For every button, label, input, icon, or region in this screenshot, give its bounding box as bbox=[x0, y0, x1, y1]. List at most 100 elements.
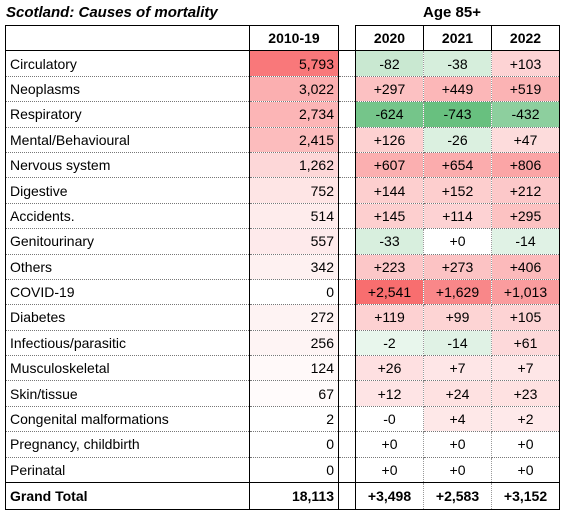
change-2021: +273 bbox=[423, 254, 492, 280]
change-2020: +126 bbox=[355, 127, 424, 153]
change-2020: +26 bbox=[355, 355, 424, 382]
spacer-cell bbox=[338, 50, 356, 77]
cause-name: COVID-19 bbox=[5, 279, 250, 306]
base-value: 2,734 bbox=[249, 101, 339, 128]
spacer-cell bbox=[338, 177, 356, 204]
change-2022: -432 bbox=[491, 101, 560, 128]
spacer-cell bbox=[338, 355, 356, 382]
table-row: Congenital malformations 2 -0 +4 +2 bbox=[5, 406, 560, 433]
spacer-cell bbox=[338, 457, 356, 484]
base-value: 514 bbox=[249, 203, 339, 230]
change-2020: -82 bbox=[355, 50, 424, 77]
spacer-cell bbox=[338, 406, 356, 433]
cause-name: Infectious/parasitic bbox=[5, 330, 250, 357]
header-base-period: 2010-19 bbox=[249, 24, 339, 52]
cause-name: Mental/Behavioural bbox=[5, 127, 250, 153]
change-2021: +1,629 bbox=[423, 279, 492, 306]
base-value: 1,262 bbox=[249, 152, 339, 179]
change-2021: +0 bbox=[423, 228, 492, 255]
cause-name: Diabetes bbox=[5, 304, 250, 331]
change-2021: +449 bbox=[423, 76, 492, 103]
change-2022: +23 bbox=[491, 380, 560, 407]
change-2020: +0 bbox=[355, 431, 424, 458]
spacer-cell bbox=[338, 431, 356, 458]
change-2021: +654 bbox=[423, 152, 492, 179]
base-value: 752 bbox=[249, 177, 339, 204]
change-2020: +145 bbox=[355, 203, 424, 230]
cause-name: Perinatal bbox=[5, 457, 250, 484]
spacer-cell bbox=[338, 127, 356, 153]
cause-name: Pregnancy, childbirth bbox=[5, 431, 250, 458]
cause-name: Nervous system bbox=[5, 152, 250, 179]
base-value: 256 bbox=[249, 330, 339, 357]
header-spacer bbox=[338, 25, 356, 52]
base-value: 124 bbox=[249, 355, 339, 382]
change-2021: +0 bbox=[423, 431, 492, 458]
base-value: 0 bbox=[249, 279, 339, 306]
spacer-cell bbox=[338, 203, 356, 230]
age-group-heading: Age 85+ bbox=[423, 4, 481, 21]
cause-name: Skin/tissue bbox=[5, 380, 250, 407]
change-2021: +7 bbox=[423, 355, 492, 382]
total-2021: +2,583 bbox=[423, 482, 492, 511]
table-row: Genitourinary 557 -33 +0 -14 bbox=[5, 228, 560, 255]
spacer-cell bbox=[338, 254, 356, 280]
header-row: 2010-19 2020 2021 2022 bbox=[5, 24, 560, 52]
cause-name: Congenital malformations bbox=[5, 406, 250, 433]
change-2020: +0 bbox=[355, 457, 424, 484]
base-value: 272 bbox=[249, 304, 339, 331]
table-row: Pregnancy, childbirth 0 +0 +0 +0 bbox=[5, 431, 560, 458]
change-2022: -14 bbox=[491, 228, 560, 255]
table-row: Nervous system 1,262 +607 +654 +806 bbox=[5, 152, 560, 179]
change-2020: +2,541 bbox=[355, 279, 424, 306]
change-2021: -38 bbox=[423, 50, 492, 77]
change-2021: -26 bbox=[423, 127, 492, 153]
change-2020: -624 bbox=[355, 101, 424, 128]
change-2022: +295 bbox=[491, 203, 560, 230]
table-row: Respiratory 2,734 -624 -743 -432 bbox=[5, 101, 560, 128]
change-2020: +12 bbox=[355, 380, 424, 407]
table-row: Circulatory 5,793 -82 -38 +103 bbox=[5, 50, 560, 77]
table-row: Digestive 752 +144 +152 +212 bbox=[5, 177, 560, 204]
change-2022: +0 bbox=[491, 431, 560, 458]
table-row: Perinatal 0 +0 +0 +0 bbox=[5, 457, 560, 484]
table-row: COVID-19 0 +2,541 +1,629 +1,013 bbox=[5, 279, 560, 306]
change-2022: +1,013 bbox=[491, 279, 560, 306]
change-2022: +47 bbox=[491, 127, 560, 153]
total-2022: +3,152 bbox=[491, 482, 560, 511]
base-value: 342 bbox=[249, 254, 339, 280]
spacer-cell bbox=[338, 101, 356, 128]
change-2021: +0 bbox=[423, 457, 492, 484]
change-2021: +4 bbox=[423, 406, 492, 433]
mortality-table: 2010-19 2020 2021 2022 Circulatory 5,793-… bbox=[5, 24, 560, 511]
header-cause bbox=[5, 24, 250, 52]
change-2020: +223 bbox=[355, 254, 424, 280]
change-2022: +103 bbox=[491, 50, 560, 77]
table-row: Infectious/parasitic 256 -2 -14 +61 bbox=[5, 330, 560, 357]
base-value: 0 bbox=[249, 431, 339, 458]
table-row: Others 342 +223 +273 +406 bbox=[5, 254, 560, 280]
base-value: 2,415 bbox=[249, 127, 339, 153]
cause-name: Digestive bbox=[5, 177, 250, 204]
spacer-cell bbox=[338, 76, 356, 103]
table-row: Mental/Behavioural 2,415 +126 -26 +47 bbox=[5, 127, 560, 153]
table-row: Neoplasms 3,022 +297 +449 +519 bbox=[5, 76, 560, 103]
total-2020: +3,498 bbox=[355, 482, 424, 511]
change-2020: +119 bbox=[355, 304, 424, 331]
change-2020: +144 bbox=[355, 177, 424, 204]
table-row: Musculoskeletal 124 +26 +7 +7 bbox=[5, 355, 560, 382]
change-2022: +7 bbox=[491, 355, 560, 382]
change-2020: -33 bbox=[355, 228, 424, 255]
table-row: Accidents. 514 +145 +114 +295 bbox=[5, 203, 560, 230]
table-title: Scotland: Causes of mortality bbox=[6, 4, 218, 21]
change-2020: -2 bbox=[355, 330, 424, 357]
change-2021: +114 bbox=[423, 203, 492, 230]
cause-name: Respiratory bbox=[5, 101, 250, 128]
change-2022: +105 bbox=[491, 304, 560, 331]
change-2022: +406 bbox=[491, 254, 560, 280]
change-2020: +607 bbox=[355, 152, 424, 179]
change-2022: +61 bbox=[491, 330, 560, 357]
spacer-cell bbox=[338, 152, 356, 179]
base-value: 67 bbox=[249, 380, 339, 407]
total-label: Grand Total bbox=[5, 482, 250, 511]
